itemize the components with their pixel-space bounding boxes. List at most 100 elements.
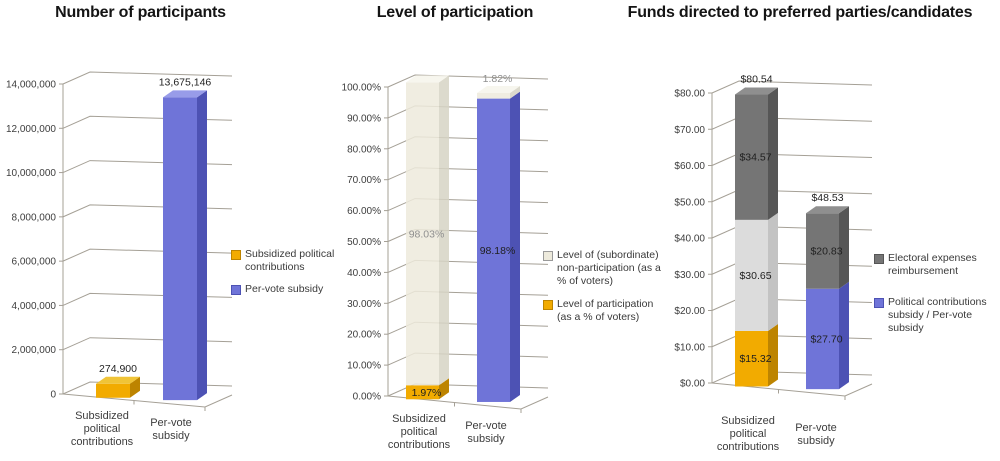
axis-tick-label: 60.00% (347, 206, 381, 217)
data-label: 98.18% (480, 245, 516, 257)
legend-item: Per-vote subsidy (231, 283, 334, 296)
bar-segment-top (735, 87, 778, 95)
bar-segment-side (768, 323, 778, 387)
chart1-legend: Subsidized political contributions Per-vo… (231, 248, 334, 305)
bar-1: 1.97% 98.03% (406, 75, 449, 400)
data-label: $27.70 (810, 333, 842, 345)
axis-tick-label: 0 (50, 390, 56, 401)
axis-tick-label: $60.00 (674, 161, 705, 172)
category-label: Per-vote subsidy (465, 420, 507, 445)
bar-segment-side (768, 87, 778, 220)
data-label: $20.83 (810, 245, 842, 257)
chart-1-plot: 0 2,000,000 4,000,000 6,000,000 8,000,000 10,… (6, 71, 233, 411)
bar-segment (163, 97, 197, 401)
axis-tick-label: 0.00% (353, 392, 381, 403)
bar-segment-side (197, 90, 207, 401)
legend-item: Subsidized political contributions (231, 248, 334, 274)
bar-segment (477, 92, 510, 99)
chart-2-plot: 0.00% 10.00% 20.00% 30.00% 40.00% 50.00% 60.00… (342, 73, 549, 413)
data-label: 1.97% (412, 387, 442, 399)
axis-tick-label: $70.00 (674, 125, 705, 136)
chart2-legend: Level of (subordinate) non-participation… (543, 249, 661, 334)
bar-segment-side (839, 206, 849, 289)
axis-tick-label: $0.00 (680, 379, 705, 390)
data-label: 274,900 (99, 363, 137, 375)
bar-2: 13,675,146 (159, 76, 212, 401)
axis-tick-label: 40.00% (347, 268, 381, 279)
axis-tick-label: 12,000,000 (6, 124, 56, 135)
legend-label: Electoral expenses reimbursement (888, 252, 977, 277)
data-label: 98.03% (409, 228, 445, 240)
legend-label: Subsidized political contributions (245, 248, 335, 273)
data-label: $34.57 (739, 152, 771, 164)
bar-segment-top (96, 376, 140, 384)
bar-segment-side (510, 91, 520, 402)
bar-segment-top (163, 90, 207, 98)
bar-segment (806, 213, 839, 289)
bar-segment-side (510, 85, 520, 99)
legend-swatch-icon (874, 298, 884, 308)
axis-tick-label: 50.00% (347, 237, 381, 248)
category-label: Subsidized political contributions (716, 415, 780, 453)
bar-2: 98.18% 1.82% (477, 73, 520, 402)
bar-segment-top (406, 75, 449, 83)
axis-tick-label: 4,000,000 (12, 301, 57, 312)
legend-label: Per-vote subsidy (245, 283, 324, 295)
legend-swatch-icon (543, 251, 553, 261)
legend-swatch-icon (231, 285, 241, 295)
chart2-title: Level of participation (376, 4, 534, 21)
axis-tick-label: $80.00 (674, 89, 705, 100)
axis-tick-label: $30.00 (674, 270, 705, 281)
axis-tick-label: 10.00% (347, 361, 381, 372)
data-label: $30.65 (739, 270, 771, 282)
axis-tick-label: 14,000,000 (6, 80, 56, 91)
axis-tick-label: 30.00% (347, 299, 381, 310)
legend-swatch-icon (874, 254, 884, 264)
axis-tick-label: 2,000,000 (12, 345, 57, 356)
data-label: $48.53 (811, 192, 843, 204)
bar-1: 274,900 (96, 363, 140, 398)
category-label: Subsidized political contributions (70, 410, 134, 448)
category-label: Subsidized political contributions (387, 413, 451, 451)
axis-tick-label: 90.00% (347, 113, 381, 124)
bar-segment (735, 219, 768, 331)
bar-1: $15.32 $30.65 $34.57 $80.54 (735, 74, 778, 387)
data-label: 13,675,146 (159, 76, 212, 88)
axis-tick-label: 80.00% (347, 144, 381, 155)
bar-segment-side (839, 281, 849, 390)
bar-segment (406, 82, 439, 386)
legend-label: Level of (subordinate) non-participation… (557, 249, 661, 287)
legend-label: Political contributions subsidy / Per-vo… (888, 296, 987, 334)
bar-segment-top (477, 85, 520, 93)
data-label: $15.32 (739, 353, 771, 365)
axis-tick-label: 8,000,000 (12, 212, 57, 223)
axis-tick-label: 10,000,000 (6, 168, 56, 179)
axis-tick-label: $10.00 (674, 342, 705, 353)
axis-tick-label: 70.00% (347, 175, 381, 186)
axis-tick-label: $20.00 (674, 306, 705, 317)
axis-tick-label: $40.00 (674, 234, 705, 245)
bar-2: $27.70 $20.83 $48.53 (806, 192, 849, 390)
floor-edge (62, 393, 233, 408)
bar-segment-side (768, 212, 778, 331)
bar-segment (477, 98, 510, 402)
chart-3-plot: $0.00 $10.00 $20.00 $30.00 $40.00 $50.00 $60.0… (674, 74, 873, 400)
legend-item: Political contributions subsidy / Per-vo… (874, 296, 987, 335)
bar-segment (96, 383, 130, 398)
chart3-legend: Electoral expenses reimbursement Politica… (874, 252, 987, 353)
legend-label: Level of participation (as a % of voters… (557, 298, 654, 323)
chart1-title: Number of participants (55, 4, 226, 21)
bar-segment (806, 288, 839, 390)
bar-segment (735, 330, 768, 387)
axis-tick-label: 20.00% (347, 330, 381, 341)
axis-tick-label: $50.00 (674, 197, 705, 208)
axis-tick-label: 100.00% (342, 83, 382, 94)
bar-segment-side (439, 75, 449, 386)
data-label: 1.82% (483, 73, 513, 85)
legend-item: Level of participation (as a % of voters… (543, 298, 661, 324)
bar-segment (735, 94, 768, 220)
legend-swatch-icon (231, 250, 241, 260)
chart3-title: Funds directed to preferred parties/cand… (627, 4, 973, 21)
